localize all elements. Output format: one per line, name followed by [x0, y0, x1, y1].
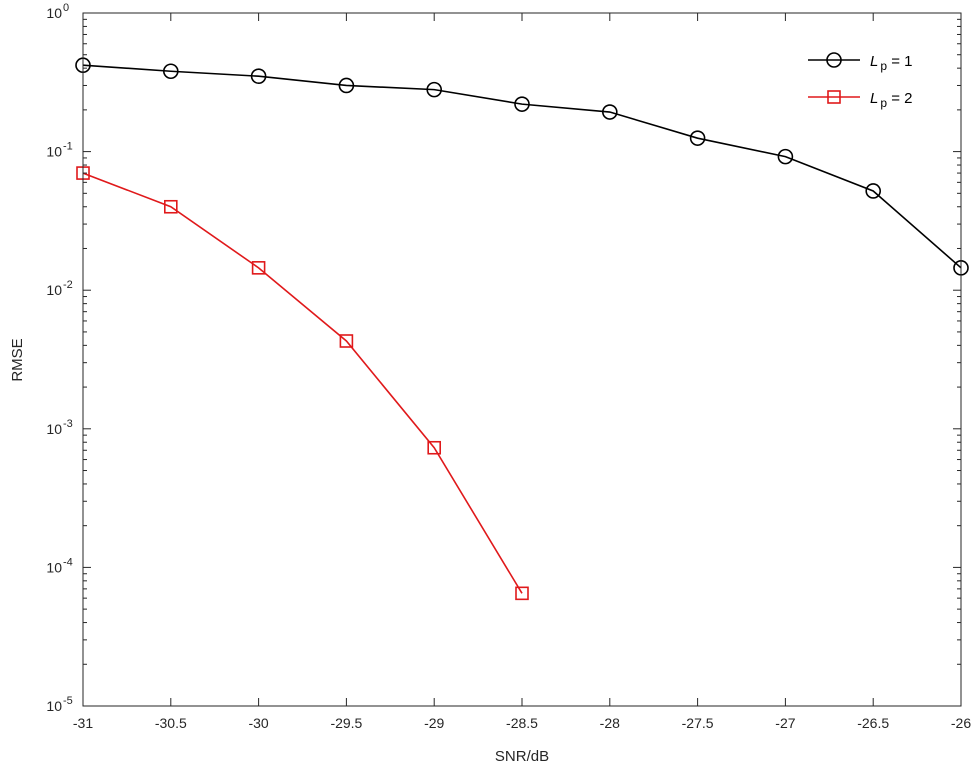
- legend-label-main: L: [870, 90, 878, 107]
- y-tick-base: 10: [46, 421, 62, 437]
- x-tick-label: -26.5: [857, 715, 889, 731]
- y-tick-exponent: -1: [63, 141, 73, 153]
- legend-label-main: L: [870, 53, 878, 70]
- series-1-point: [514, 96, 530, 112]
- y-tick-base: 10: [46, 5, 62, 21]
- series-2-point: [515, 586, 529, 601]
- y-tick-exponent: -3: [63, 418, 73, 430]
- series-2-point: [164, 199, 178, 214]
- series-2-point: [339, 334, 354, 348]
- y-tick-label: 10: [46, 282, 62, 298]
- y-tick-exponent: -4: [63, 556, 73, 568]
- legend-label-rest: = 2: [887, 90, 912, 107]
- series-2-point: [427, 440, 442, 455]
- legend-marker: [826, 52, 842, 68]
- x-tick-label: -28: [600, 715, 620, 731]
- legend-label-sub: p: [880, 96, 887, 110]
- y-tick-base: 10: [46, 144, 62, 160]
- y-tick-base: 10: [46, 559, 62, 575]
- x-tick-label: -27: [775, 715, 795, 731]
- y-tick-exponent: -2: [63, 279, 73, 291]
- series-1-point: [689, 130, 706, 146]
- series-1-point: [426, 81, 443, 98]
- x-tick-label: -28.5: [506, 715, 538, 731]
- series-2-line: [82, 172, 523, 594]
- legend-marker: [827, 90, 841, 104]
- series-1-point: [865, 183, 882, 199]
- series-layer: [75, 57, 969, 601]
- x-tick-label: -27.5: [682, 715, 714, 731]
- plot-area: [83, 13, 961, 706]
- x-tick-label: -31: [73, 715, 93, 731]
- x-tick-label: -29.5: [330, 715, 362, 731]
- legend-label-rest: = 1: [887, 53, 912, 70]
- y-tick-base: 10: [46, 282, 62, 298]
- y-tick-label: 10: [46, 559, 62, 575]
- x-axis-label: SNR/dB: [495, 748, 549, 765]
- x-tick-label: -26: [951, 715, 971, 731]
- x-tick-label: -29: [424, 715, 444, 731]
- series-1-point: [338, 77, 355, 94]
- series-1-line: [82, 64, 962, 269]
- series-2-point: [251, 261, 266, 275]
- y-tick-exponent: -5: [63, 695, 73, 707]
- series-1-point: [250, 68, 267, 84]
- y-tick-exponent: 0: [63, 2, 69, 14]
- y-axis-label: RMSE: [9, 338, 26, 381]
- legend-label-sub: p: [880, 59, 887, 73]
- series-1-point: [601, 104, 618, 120]
- axes-layer: -31 -30.5 -30 -29.5 -29 -28.5 -28 -27.5 -27 -26.5…: [46, 2, 971, 731]
- series-1-point: [777, 148, 794, 165]
- y-tick-label: 10: [46, 698, 62, 714]
- x-tick-label: -30: [248, 715, 268, 731]
- x-tick-label: -30.5: [155, 715, 187, 731]
- y-tick-base: 10: [46, 698, 62, 714]
- y-tick-label: 10: [46, 144, 62, 160]
- series-1: [75, 57, 969, 276]
- y-tick-label: 10: [46, 421, 62, 437]
- series-1-point: [163, 63, 179, 80]
- y-tick-label: 10: [46, 5, 62, 21]
